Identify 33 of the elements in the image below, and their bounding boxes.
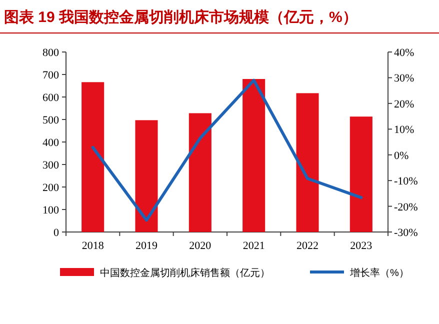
bar bbox=[350, 116, 372, 232]
x-tick-label: 2023 bbox=[350, 240, 373, 252]
x-tick-label: 2021 bbox=[242, 240, 265, 252]
bar bbox=[188, 113, 212, 232]
y-tick-label: 400 bbox=[42, 137, 60, 149]
bar bbox=[296, 93, 319, 232]
legend-label: 增长率（%） bbox=[349, 267, 409, 279]
line-series bbox=[91, 78, 363, 222]
bar bbox=[242, 79, 266, 232]
y2-tick-label: -20% bbox=[394, 201, 418, 214]
y2-tick-label: 20% bbox=[394, 98, 414, 110]
y2-tick-label: 10% bbox=[394, 124, 414, 136]
y2-tick-label: 0% bbox=[394, 150, 409, 162]
legend-label: 中国数控金属切削机床销售额（亿元） bbox=[100, 267, 270, 279]
y-tick-label: 200 bbox=[42, 182, 60, 194]
x-tick-label: 2019 bbox=[136, 240, 158, 252]
bar bbox=[82, 82, 104, 232]
x-tick-label: 2018 bbox=[82, 240, 104, 252]
y-tick-label: 600 bbox=[42, 92, 60, 104]
y2-tick-label: -10% bbox=[394, 176, 418, 188]
bar bbox=[135, 120, 158, 232]
x-tick-label: 2022 bbox=[296, 240, 318, 252]
chart-title: 图表 19 我国数控金属切削机床市场规模（亿元，%） bbox=[4, 8, 358, 26]
y-tick-label: 800 bbox=[42, 47, 60, 59]
x-tick-label: 2020 bbox=[189, 240, 212, 252]
y-tick-label: 100 bbox=[42, 204, 60, 216]
y2-tick-label: -30% bbox=[394, 227, 418, 239]
y-tick-label: 300 bbox=[42, 160, 60, 172]
y-tick-label: 500 bbox=[42, 114, 60, 126]
y-tick-label: 700 bbox=[42, 70, 60, 82]
y-tick-label: 0 bbox=[54, 227, 60, 239]
y2-tick-label: 30% bbox=[394, 72, 414, 85]
y2-tick-label: 40% bbox=[394, 47, 414, 59]
